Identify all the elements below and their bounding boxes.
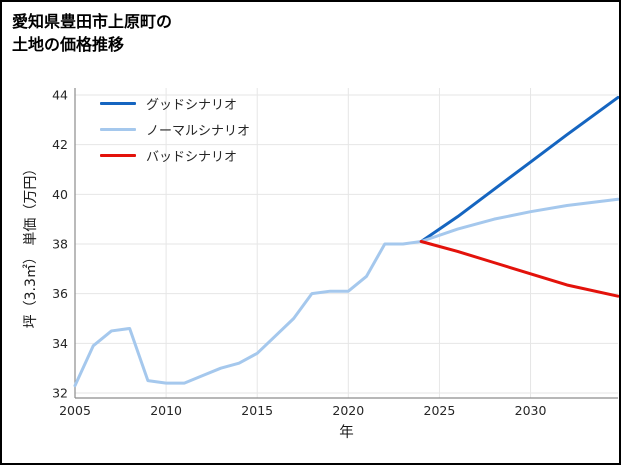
x-tick-label: 2030 [515, 403, 547, 418]
legend-line-sample [100, 127, 136, 131]
legend-item-normal: ノーマルシナリオ [100, 121, 251, 139]
x-tick-label: 2020 [332, 403, 364, 418]
y-tick-label: 36 [52, 286, 68, 301]
chart-title-line2: 土地の価格推移 [12, 35, 125, 54]
series-normal [419, 197, 619, 244]
series-good [419, 95, 619, 244]
legend-label: バッドシナリオ [146, 149, 238, 165]
y-tick-label: 32 [52, 386, 68, 401]
legend-label: ノーマルシナリオ [146, 123, 251, 139]
chart-title-line1: 愛知県豊田市上原町の [12, 12, 173, 31]
legend-line-sample [100, 101, 136, 105]
y-tick-label: 44 [52, 87, 68, 102]
x-tick-label: 2005 [59, 403, 91, 418]
y-tick-label: 42 [52, 137, 68, 152]
x-tick-label: 2015 [241, 403, 273, 418]
legend-label: グッドシナリオ [146, 97, 238, 113]
y-tick-label: 34 [52, 336, 68, 351]
series-bad [419, 240, 619, 298]
chart-title: 愛知県豊田市上原町の 土地の価格推移 [12, 10, 172, 56]
legend-line-sample [100, 153, 136, 157]
legend-item-bad: バッドシナリオ [100, 147, 250, 165]
legend: グッドシナリオ ノーマルシナリオ バッドシナリオ [100, 95, 250, 173]
y-tick-label: 40 [52, 187, 68, 202]
x-tick-label: 2025 [424, 403, 456, 418]
legend-item-good: グッドシナリオ [100, 95, 250, 113]
series-history [73, 240, 423, 388]
x-axis-label: 年 [339, 425, 354, 441]
x-tick-label: 2010 [150, 403, 182, 418]
y-tick-label: 38 [52, 236, 68, 251]
